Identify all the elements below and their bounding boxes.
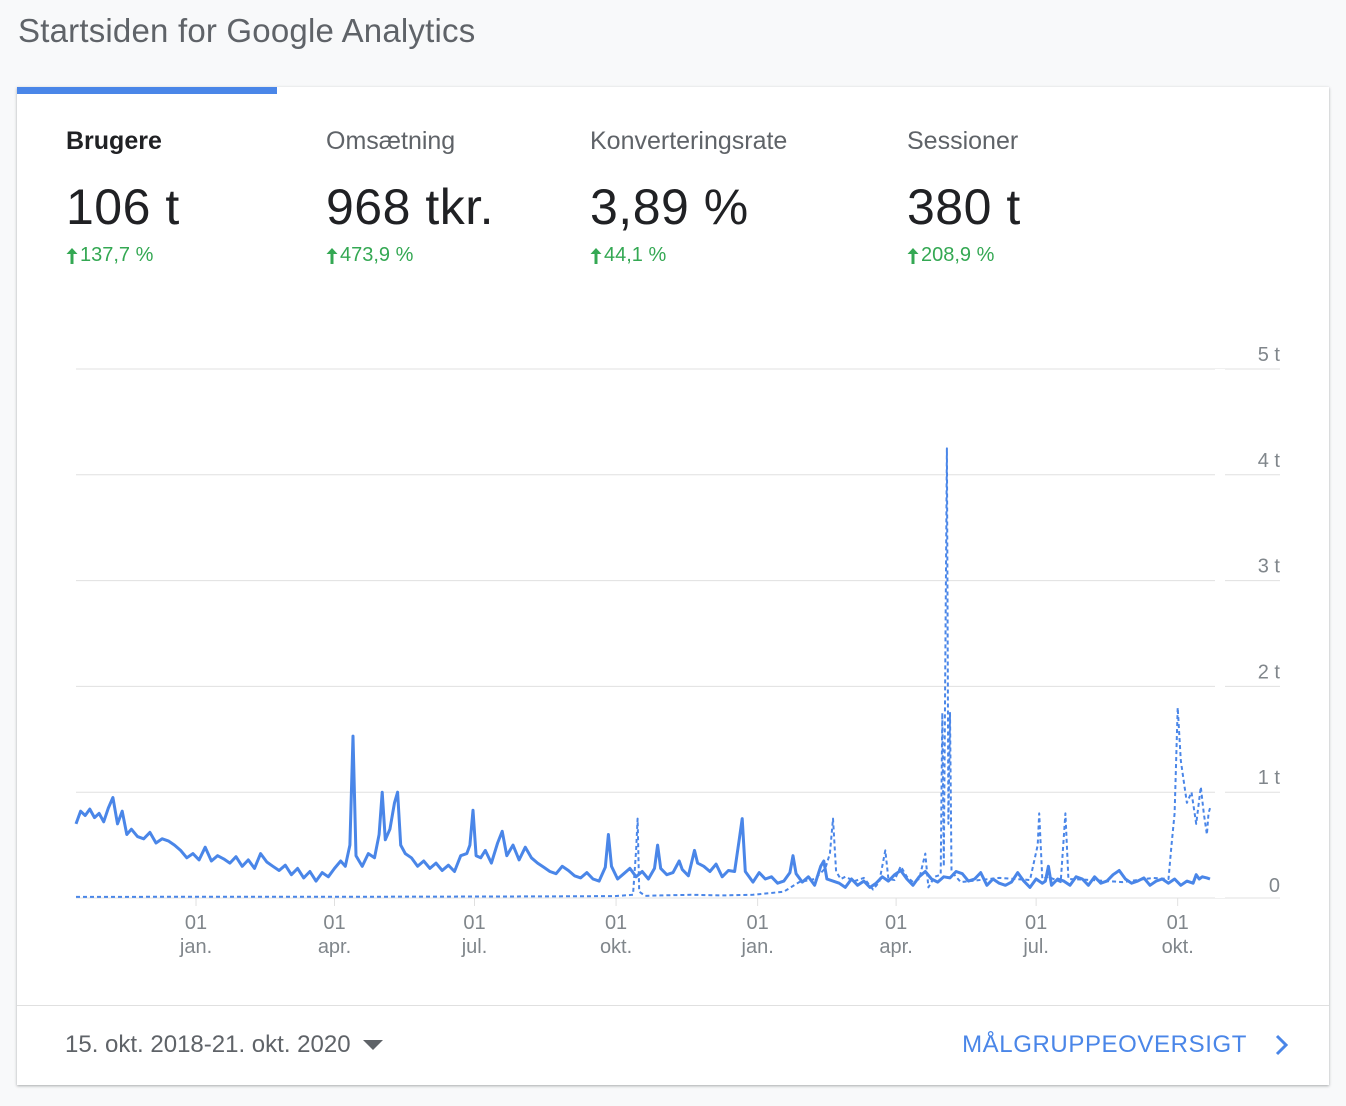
- x-tick-label-day: 01: [463, 912, 485, 934]
- metric-tab-users[interactable]: Brugere 106 t 137,7 %: [66, 127, 180, 267]
- metric-change-value: 137,7 %: [80, 244, 154, 266]
- arrow-up-icon: [326, 247, 338, 264]
- chevron-right-icon: [1275, 1034, 1289, 1056]
- metric-value: 380 t: [907, 179, 1021, 235]
- metric-change-value: 473,9 %: [340, 244, 414, 266]
- metric-change: 44,1 %: [590, 244, 787, 267]
- caret-down-icon: [362, 1040, 383, 1050]
- x-tick-label-month: jan.: [741, 936, 774, 958]
- metric-label: Omsætning: [326, 127, 456, 155]
- y-tick-label: 4 t: [1258, 450, 1281, 472]
- metric-value: 968 tkr.: [326, 179, 494, 235]
- metric-change: 208,9 %: [907, 244, 1021, 267]
- active-tab-indicator: [17, 87, 277, 94]
- comparison-series-line: [75, 447, 1211, 898]
- arrow-up-icon: [907, 247, 919, 264]
- metric-tab-revenue[interactable]: Omsætning 968 tkr. 473,9 %: [326, 127, 494, 267]
- audience-overview-link[interactable]: MÅLGRUPPEOVERSIGT: [962, 1031, 1289, 1059]
- date-range-selector[interactable]: 15. okt. 2018-21. okt. 2020: [65, 1031, 383, 1059]
- x-tick-label-day: 01: [185, 912, 207, 934]
- x-tick-label-month: jul.: [461, 936, 488, 958]
- x-tick-label-month: apr.: [879, 936, 912, 958]
- metric-change: 473,9 %: [326, 244, 494, 267]
- x-tick-label-month: apr.: [318, 936, 351, 958]
- metric-change-value: 208,9 %: [921, 244, 995, 266]
- metric-value: 3,89 %: [590, 179, 749, 235]
- metric-change: 137,7 %: [66, 244, 180, 267]
- metric-tab-conversion-rate[interactable]: Konverteringsrate 3,89 % 44,1 %: [590, 127, 787, 267]
- overview-card: Brugere 106 t 137,7 % Omsætning 968 tkr.…: [17, 87, 1329, 1085]
- page-title: Startsiden for Google Analytics: [18, 12, 476, 49]
- x-tick-label-day: 01: [747, 912, 769, 934]
- metric-tab-sessions[interactable]: Sessioner 380 t 208,9 %: [907, 127, 1021, 267]
- metric-value: 106 t: [66, 179, 180, 235]
- x-tick-label-day: 01: [1167, 912, 1189, 934]
- footer-divider: [17, 1005, 1329, 1006]
- current-series-line: [74, 734, 1211, 889]
- x-tick-label-month: jul.: [1022, 936, 1049, 958]
- y-tick-label: 3 t: [1258, 556, 1281, 578]
- x-tick-label-day: 01: [1025, 912, 1047, 934]
- audience-overview-label: MÅLGRUPPEOVERSIGT: [962, 1031, 1247, 1058]
- x-tick-label-day: 01: [885, 912, 907, 934]
- x-tick-label-day: 01: [323, 912, 345, 934]
- y-tick-label: 1 t: [1258, 767, 1281, 789]
- metric-label: Sessioner: [907, 127, 1019, 155]
- y-tick-label: 5 t: [1258, 344, 1281, 366]
- arrow-up-icon: [66, 247, 78, 264]
- y-tick-label: 0: [1269, 875, 1280, 897]
- date-range-label: 15. okt. 2018-21. okt. 2020: [65, 1031, 351, 1058]
- x-tick-label-month: jan.: [179, 936, 212, 958]
- y-tick-label: 2 t: [1258, 661, 1281, 683]
- metric-change-value: 44,1 %: [604, 244, 667, 266]
- x-tick-label-month: okt.: [600, 936, 632, 958]
- metric-label: Konverteringsrate: [590, 127, 788, 155]
- metric-label: Brugere: [66, 127, 162, 155]
- arrow-up-icon: [590, 247, 602, 264]
- x-tick-label-day: 01: [605, 912, 627, 934]
- x-tick-label-month: okt.: [1162, 936, 1194, 958]
